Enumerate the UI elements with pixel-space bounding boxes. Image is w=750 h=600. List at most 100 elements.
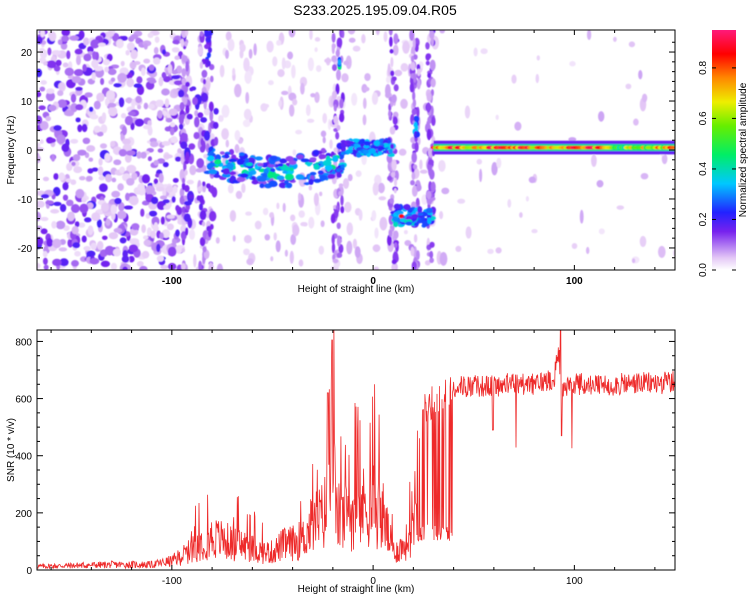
spectral-blob <box>392 221 399 228</box>
spectral-blob <box>75 188 85 199</box>
spectral-blob <box>479 168 483 183</box>
spectral-blob <box>312 178 322 183</box>
spectral-blob <box>364 73 371 82</box>
spectral-blob <box>183 200 192 206</box>
spectral-blob <box>114 197 122 205</box>
spectral-blob <box>59 258 69 267</box>
spectral-blob <box>74 250 81 257</box>
spectral-blob <box>93 100 101 110</box>
spectral-blob <box>336 168 341 172</box>
spectral-blob <box>326 157 333 162</box>
spectral-blob <box>389 49 394 54</box>
spectral-blob <box>200 117 208 123</box>
spectral-blob <box>186 179 194 185</box>
spectral-blob <box>90 39 100 49</box>
spectral-blob <box>347 30 356 35</box>
spectral-blob <box>186 113 193 120</box>
spectral-blob <box>336 252 343 258</box>
spectral-blob <box>390 57 394 68</box>
spectral-blob <box>329 139 333 149</box>
spectral-blob <box>213 107 219 115</box>
spectral-blob <box>105 90 116 101</box>
spectral-blob <box>372 182 379 196</box>
spectral-blob <box>309 30 313 40</box>
spectral-blob <box>412 91 416 101</box>
spectral-blob <box>324 165 333 171</box>
spectral-blob <box>154 36 160 43</box>
spectral-blob <box>46 238 54 247</box>
spectral-blob <box>640 172 649 180</box>
spectral-blob <box>227 184 234 194</box>
spectral-blob <box>254 156 263 161</box>
spectral-blob <box>410 61 416 71</box>
spectral-blob <box>130 33 139 40</box>
spectral-blob <box>197 186 204 192</box>
spectral-blob <box>429 257 434 264</box>
spectral-blob <box>335 49 340 58</box>
spectral-blob <box>278 100 282 108</box>
spectral-blob <box>77 124 83 133</box>
spectral-blob <box>72 154 81 162</box>
spectral-blob <box>234 83 242 98</box>
spectral-blob <box>405 221 413 226</box>
top-x-axis-label: Height of straight line (km) <box>298 284 415 295</box>
spectral-blob <box>81 235 87 243</box>
spectral-blob <box>225 31 232 41</box>
spectral-blob <box>53 173 59 180</box>
spectral-blob <box>58 247 68 252</box>
spectral-blob <box>37 146 45 152</box>
spectral-blob <box>331 55 338 63</box>
spectral-blob <box>314 91 320 103</box>
spectral-blob <box>125 49 130 56</box>
spectral-blob <box>97 166 104 176</box>
spectral-blob <box>179 101 185 111</box>
spectral-blob <box>89 257 100 265</box>
spectral-blob <box>414 141 419 153</box>
spectral-blob <box>309 157 317 162</box>
spectral-blob <box>598 111 605 122</box>
snr-panel: -100 0 100 0 200 400 600 800 <box>15 329 676 587</box>
spectral-blob <box>272 56 278 67</box>
spectral-blob <box>239 49 244 59</box>
spectral-blob <box>319 174 328 181</box>
spectral-blob <box>133 83 143 88</box>
spectral-blob <box>101 235 108 241</box>
spectral-blob <box>90 242 97 251</box>
spectral-blob <box>198 260 202 270</box>
spectral-blob <box>67 211 75 222</box>
spectral-blob <box>196 195 202 201</box>
spectral-blob <box>232 235 236 242</box>
spectral-blob <box>40 216 49 222</box>
spectral-blob <box>393 84 399 92</box>
spectral-blob <box>119 166 125 174</box>
spectral-blob <box>393 33 399 45</box>
spectral-blob <box>52 258 62 267</box>
spectral-blob <box>180 38 185 48</box>
spectral-blob <box>431 116 436 127</box>
spectral-blob <box>111 190 121 198</box>
spectral-blob <box>122 138 131 145</box>
spectral-blob <box>413 54 418 60</box>
snr-series-line <box>37 330 675 570</box>
spectral-blob <box>417 212 424 216</box>
spectral-blob <box>279 158 288 164</box>
spectral-blob <box>158 76 164 87</box>
spectral-blob <box>100 124 108 134</box>
spectral-blob <box>148 210 158 217</box>
spectral-blob <box>410 180 415 186</box>
spectral-blob <box>140 151 147 159</box>
spectral-blob <box>149 141 159 148</box>
spectral-blob <box>495 114 499 120</box>
spectral-blob <box>343 60 350 66</box>
spectral-blob <box>69 35 80 41</box>
spectral-blob <box>536 55 540 61</box>
spectral-blob <box>216 263 224 270</box>
spectral-blob <box>153 46 159 55</box>
spectral-blob <box>128 255 135 263</box>
spectral-blob <box>184 227 189 236</box>
spectral-blob <box>117 72 127 83</box>
spectral-blob <box>309 171 317 176</box>
spectral-blob <box>131 98 136 109</box>
spectral-blob <box>39 120 49 131</box>
